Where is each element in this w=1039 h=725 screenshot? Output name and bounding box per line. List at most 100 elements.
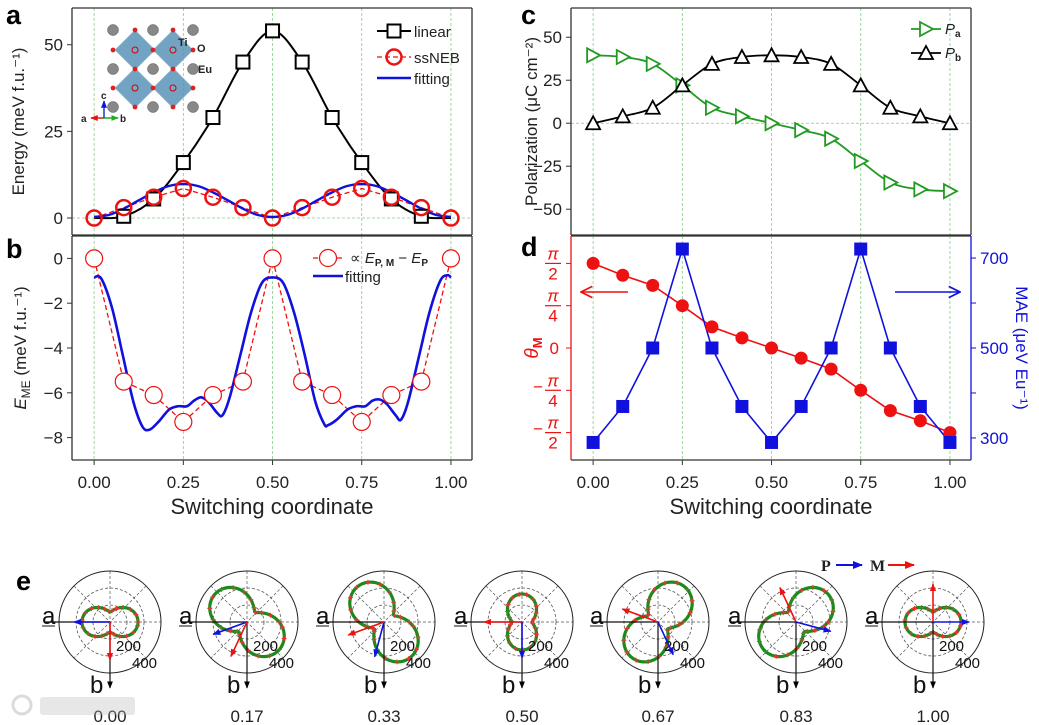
mae-point — [705, 341, 719, 355]
x-tick-label: 0.25 — [167, 473, 200, 492]
x-tick-label: 0.50 — [755, 473, 788, 492]
data-point-marker — [533, 603, 539, 609]
right-y-axis-label: MAE (μeV Eu⁻¹) — [1012, 286, 1031, 410]
pa-point — [883, 174, 900, 192]
ssneb-point — [263, 209, 282, 227]
ring-label-200: 200 — [528, 638, 553, 655]
data-point-marker — [516, 591, 522, 597]
data-point-marker — [801, 630, 807, 636]
data-point-marker — [268, 612, 274, 618]
y-tick-label: −6 — [44, 384, 63, 403]
y-label-symbol: E — [11, 398, 30, 410]
pa-point — [735, 107, 751, 125]
theta-point — [586, 256, 600, 270]
data-point-marker — [687, 610, 693, 616]
left-y-tick-sign: − — [533, 420, 543, 439]
y-tick-label: −50 — [533, 200, 562, 219]
theta-point — [794, 351, 808, 365]
ring-label-400: 400 — [955, 655, 980, 672]
panel-label-e: e — [16, 566, 31, 596]
eu-atom — [187, 24, 199, 36]
ssneb-point — [234, 198, 252, 217]
data-point-marker — [676, 622, 682, 628]
data-point-marker — [394, 659, 400, 665]
pb-point — [822, 54, 840, 71]
pb-point — [614, 107, 632, 124]
theta-point — [616, 268, 630, 282]
data-point-marker — [812, 627, 818, 633]
m-vector-arrow — [347, 621, 385, 636]
data-point-marker — [958, 623, 964, 629]
y-tick-label: 0 — [553, 114, 562, 133]
me-energy-point — [114, 372, 133, 391]
data-point-marker — [505, 626, 511, 632]
data-point-marker — [267, 653, 273, 659]
data-point-marker — [207, 605, 213, 611]
legend-symbol: P — [945, 45, 955, 62]
left-y-axis-label: θM — [522, 337, 545, 358]
data-point-marker — [530, 621, 536, 627]
data-point-marker — [927, 631, 933, 637]
data-point-marker — [937, 606, 943, 612]
data-point-marker — [763, 648, 769, 654]
panel-label-c: c — [521, 0, 536, 30]
data-point-marker — [624, 649, 630, 655]
data-point-marker — [277, 646, 283, 652]
x-tick-label: 1.00 — [933, 473, 966, 492]
y-tick-label: −8 — [44, 429, 63, 448]
data-point-marker — [911, 606, 917, 612]
mae-point — [943, 435, 957, 449]
pb-point — [733, 48, 751, 64]
data-point-marker — [362, 623, 368, 629]
data-point-marker — [810, 584, 816, 590]
data-point-marker — [534, 631, 540, 637]
legend-label: ∝ EP, M − EP — [350, 250, 428, 269]
pb-point — [584, 114, 602, 131]
eu-atom — [147, 101, 159, 113]
eu-atom — [107, 63, 119, 75]
data-point-marker — [531, 616, 537, 622]
ssneb-point — [352, 179, 371, 198]
data-point-marker — [633, 657, 639, 663]
data-point-marker — [354, 584, 360, 590]
eu-atom — [147, 63, 159, 75]
theta-point — [735, 331, 749, 345]
data-point-marker — [533, 610, 539, 616]
y-tick-label: 0 — [54, 209, 63, 228]
theta-point — [705, 320, 719, 334]
data-point-marker — [133, 612, 139, 618]
ssneb-point — [144, 188, 163, 206]
data-point-marker — [218, 624, 224, 630]
data-point-marker — [908, 631, 914, 637]
data-point-marker — [386, 589, 392, 595]
ring-label-200: 200 — [802, 638, 827, 655]
data-point-marker — [903, 625, 909, 631]
mae-point — [646, 341, 660, 355]
data-point-marker — [106, 608, 112, 614]
pa-point — [586, 46, 603, 64]
axis-b-label: b — [120, 114, 126, 125]
me-energy-point — [352, 412, 371, 432]
pa-point — [764, 114, 781, 132]
pa-point — [824, 130, 841, 148]
data-point-marker — [524, 592, 530, 598]
a-axis-label: a — [865, 603, 879, 630]
panel-letters: a b c d e — [6, 0, 538, 596]
left-y-tick-denominator: 2 — [548, 434, 557, 453]
data-point-marker — [88, 606, 94, 612]
ssneb-point — [85, 209, 103, 227]
data-point-marker — [245, 647, 251, 653]
left-y-tick-denominator: 4 — [548, 307, 557, 326]
ssneb-point — [204, 188, 222, 206]
pb-point — [644, 98, 662, 115]
y-tick-label: 50 — [543, 28, 562, 47]
data-point-marker — [756, 638, 762, 644]
panel-d: 0.00 0.25 0.50 0.75 1.00 Switching coordinate… — [522, 235, 1031, 519]
o-atom — [110, 47, 116, 53]
data-point-marker — [239, 639, 245, 645]
legend-marker — [917, 44, 935, 60]
data-point-marker — [940, 633, 946, 639]
